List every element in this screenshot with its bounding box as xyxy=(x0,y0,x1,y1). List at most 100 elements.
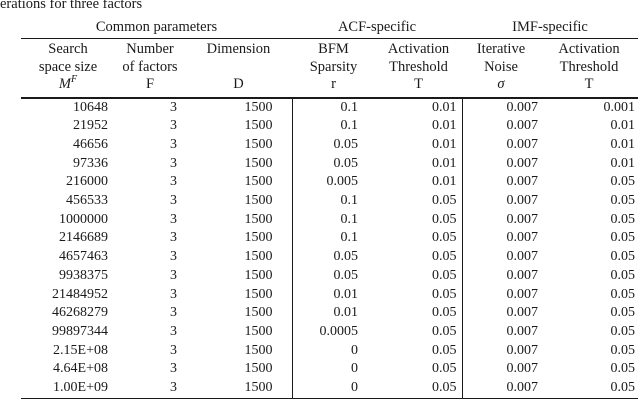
table-cell: 2.15E+08 xyxy=(53,342,108,358)
table-cell: 0 xyxy=(291,379,375,399)
column-header-line: Threshold xyxy=(389,58,448,75)
table-cell: 0.007 xyxy=(461,379,540,399)
table-cell: 1500 xyxy=(244,305,273,321)
table-cell: 0.05 xyxy=(291,266,375,286)
table-cell: 0.05 xyxy=(610,211,636,227)
table-cell: 0.007 xyxy=(461,360,540,380)
table-cell: 0.0005 xyxy=(291,322,375,342)
parameters-table: Common parameters ACF-specific IMF-speci… xyxy=(21,18,639,399)
table-cell: 0.01 xyxy=(291,304,375,323)
table-cell: 1500 xyxy=(244,361,273,377)
table-cell: 0.01 xyxy=(432,155,457,171)
table-cell: 3 xyxy=(170,193,177,209)
table-cell: 0.05 xyxy=(432,361,457,377)
column-header-line: BFM xyxy=(318,41,349,57)
column-header-number-of-factors: Number of factors F xyxy=(115,38,185,99)
table-cell: 1500 xyxy=(244,342,273,358)
table-cell: 0.05 xyxy=(610,342,636,358)
group-header-acf-specific: ACF-specific xyxy=(292,18,462,39)
table-cell: 0.007 xyxy=(461,210,540,230)
column-header-acf-activation-threshold: Activation Threshold T xyxy=(375,38,462,99)
column-symbol: M xyxy=(58,76,71,92)
table-cell: 0.01 xyxy=(291,285,375,305)
table-cell: 3 xyxy=(170,211,177,227)
table-cell: 216000 xyxy=(66,174,108,190)
table-cell: 0.001 xyxy=(603,99,636,115)
table-row: 4.64E+08 3 1500 0 0.05 0.007 0.05 xyxy=(21,360,638,380)
table-cell: 0.1 xyxy=(291,192,375,211)
table-cell: 97336 xyxy=(73,155,108,171)
table-cell: 0.01 xyxy=(432,136,457,152)
table-cell: 0.05 xyxy=(375,379,462,399)
table-cell: 0.01 xyxy=(432,118,457,134)
table-row: 21952 3 1500 0.1 0.01 0.007 0.01 xyxy=(21,117,638,136)
table-cell: 0.007 xyxy=(461,229,540,249)
column-symbol: T xyxy=(584,76,594,92)
table-row: 2.15E+08 3 1500 0 0.05 0.007 0.05 xyxy=(21,341,638,361)
table-row: 2146689 3 1500 0.1 0.05 0.007 0.05 xyxy=(21,229,638,249)
table-cell: 0.05 xyxy=(432,211,457,227)
table-cell: 0.007 xyxy=(461,117,540,136)
table-cell: 3 xyxy=(115,379,185,399)
table-cell: 0.007 xyxy=(461,248,540,267)
column-symbol-line: σ xyxy=(462,76,540,94)
table-cell: 3 xyxy=(170,286,177,302)
column-header-bfm-sparsity: BFM Sparsity r xyxy=(292,38,375,99)
table-cell: 3 xyxy=(170,342,177,358)
table-cell: 0.007 xyxy=(461,97,540,118)
table-cell: 1500 xyxy=(244,267,273,283)
column-header-line: Activation xyxy=(387,41,450,57)
group-header-row: Common parameters ACF-specific IMF-speci… xyxy=(21,18,639,39)
table-cell: 0 xyxy=(291,341,375,361)
table-row: 10648 3 1500 0.1 0.01 0.007 0.001 xyxy=(21,97,638,118)
column-symbol-line: MF xyxy=(21,74,115,94)
table-cell: 1500 xyxy=(244,286,273,302)
table-cell: 0.05 xyxy=(610,249,636,265)
table-cell: 0.05 xyxy=(432,323,457,339)
column-symbol: F xyxy=(145,76,155,92)
table-cell: 99897344 xyxy=(52,323,108,339)
table-cell: 3 xyxy=(170,305,177,321)
table-row: 97336 3 1500 0.05 0.01 0.007 0.01 xyxy=(21,154,638,174)
group-header-common-parameters: Common parameters xyxy=(21,18,292,39)
table-cell: 46656 xyxy=(73,136,108,152)
table-cell: 0.05 xyxy=(432,249,457,265)
table-cell: 3 xyxy=(170,323,177,339)
table-cell: 4657463 xyxy=(59,249,108,265)
column-header-line: Activation xyxy=(558,41,620,57)
table-cell: 0.05 xyxy=(610,286,636,302)
table-row: 46656 3 1500 0.05 0.01 0.007 0.01 xyxy=(21,135,638,155)
table-row: 21484952 3 1500 0.01 0.05 0.007 0.05 xyxy=(21,285,638,305)
column-symbol: D xyxy=(233,76,244,92)
table-cell: 0.05 xyxy=(432,342,457,358)
table-cell: 0 xyxy=(291,360,375,380)
table-cell: 0.005 xyxy=(291,173,375,193)
table-cell: 0.05 xyxy=(432,230,457,246)
column-header-line: Search xyxy=(48,41,88,57)
table-cell: 0.007 xyxy=(461,154,540,174)
table-cell: 0.05 xyxy=(610,267,636,283)
table-cell: 0.05 xyxy=(432,193,457,209)
table-cell: 0.05 xyxy=(610,305,636,321)
table-cell: 0.05 xyxy=(291,248,375,267)
column-header-line: space size xyxy=(38,58,98,75)
column-header-dimension: Dimension D xyxy=(185,38,292,99)
table-cell: 3 xyxy=(170,118,177,134)
table-cell: 0.007 xyxy=(461,304,540,323)
table-body: 10648 3 1500 0.1 0.01 0.007 0.001 21952 3 1500 0.1… xyxy=(21,97,639,399)
table-cell: 0.05 xyxy=(610,193,636,209)
table-cell: 0.05 xyxy=(610,174,636,190)
table-cell: 9938375 xyxy=(59,267,108,283)
table-row: 46268279 3 1500 0.01 0.05 0.007 0.05 xyxy=(21,304,638,323)
column-symbol-line: D xyxy=(185,76,292,94)
table-cell: 0.05 xyxy=(432,286,457,302)
table-row: 99897344 3 1500 0.0005 0.05 0.007 0.05 xyxy=(21,322,638,342)
group-header-imf-specific: IMF-specific xyxy=(462,18,639,39)
table-cell: 0.01 xyxy=(610,155,636,171)
column-symbol: T xyxy=(414,76,423,92)
table-cell: 0.007 xyxy=(461,285,540,305)
table-cell: 1500 xyxy=(244,211,273,227)
column-symbol-superscript: F xyxy=(70,74,78,86)
column-header-line: Threshold xyxy=(559,58,619,75)
